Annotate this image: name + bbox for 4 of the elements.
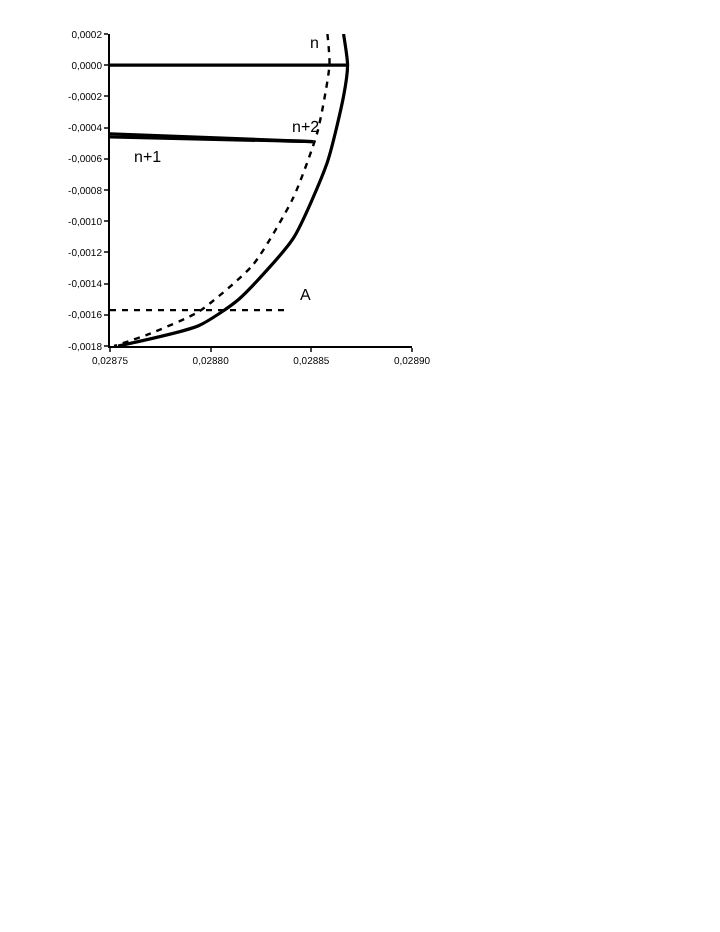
annotation: n+1 (134, 148, 163, 166)
annotation: n+2 (292, 118, 321, 136)
annotation: n (310, 34, 319, 52)
annotation: A (300, 286, 312, 304)
